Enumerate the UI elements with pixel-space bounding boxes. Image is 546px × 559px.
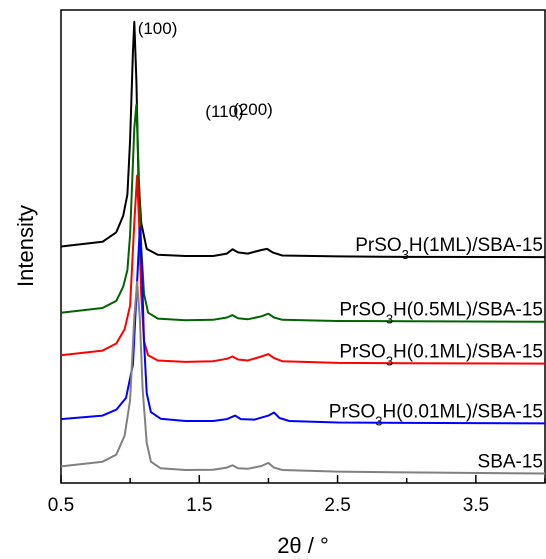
y-axis-title: Intensity	[13, 205, 38, 287]
x-axis: 0.5 1.5 2.5 3.5	[48, 475, 546, 516]
series-line-0	[60, 20, 546, 259]
peak-labels: (100) (110)(200)	[138, 19, 273, 121]
series-label-0: PrSO3H(1ML)/SBA-15	[355, 235, 543, 262]
series-label-1: PrSO3H(0.5ML)/SBA-15	[339, 300, 543, 327]
x-tick-label: 1.5	[186, 495, 212, 516]
series-label-3: PrSO3H(0.01ML)/SBA-15	[329, 401, 543, 428]
series-line-1	[60, 103, 546, 323]
series-labels: PrSO3H(1ML)/SBA-15 PrSO3H(0.5ML)/SBA-15 Pr…	[329, 235, 543, 472]
x-tick-label: 0.5	[48, 495, 74, 516]
peak-label-0: (100)	[138, 19, 178, 38]
series-label-4: SBA-15	[478, 452, 543, 473]
series-label-2: PrSO3H(0.1ML)/SBA-15	[339, 342, 543, 369]
peak-label-2: (200)	[233, 100, 273, 119]
series-line-4	[60, 281, 546, 475]
peak-label-1: (110)	[205, 102, 243, 121]
x-axis-title: 2θ / °	[277, 533, 329, 558]
series-line-2	[60, 174, 546, 365]
series-line-3	[60, 226, 546, 425]
x-tick-label: 2.5	[324, 495, 350, 516]
series-curves	[60, 20, 546, 475]
x-tick-label: 3.5	[463, 495, 489, 516]
